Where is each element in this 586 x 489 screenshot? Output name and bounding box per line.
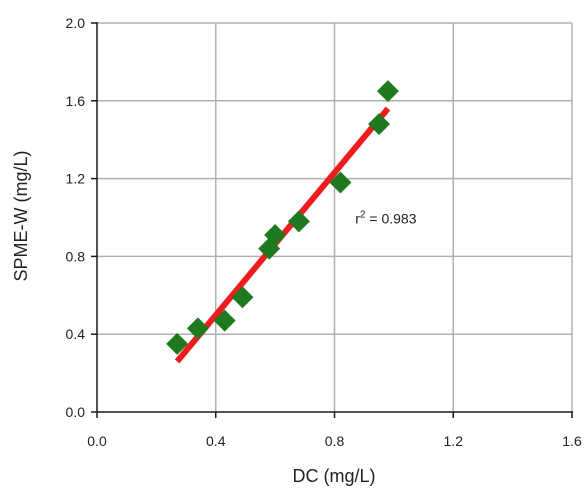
data-point-1 (166, 332, 189, 355)
data-point-7 (287, 210, 310, 233)
x-tick-label-0.0: 0.0 (87, 433, 107, 449)
data-points (166, 80, 399, 355)
r-squared-value: = 0.983 (365, 210, 416, 226)
r-squared-annotation: r2 = 0.983 (355, 209, 416, 226)
data-point-6 (264, 224, 287, 247)
y-tick-label-0.4: 0.4 (66, 326, 86, 342)
y-tick-label-2.0: 2.0 (66, 15, 86, 31)
y-axis-ticks: 0.0 0.4 0.8 1.2 1.6 2.0 (66, 15, 97, 420)
r-symbol: r (355, 210, 360, 226)
data-point-8 (329, 171, 352, 194)
x-tick-label-1.2: 1.2 (444, 433, 464, 449)
r-squared-superscript: 2 (360, 209, 366, 220)
data-point-9 (368, 113, 391, 136)
data-point-4 (231, 286, 254, 309)
y-tick-label-0.0: 0.0 (66, 404, 86, 420)
y-tick-label-1.2: 1.2 (66, 171, 86, 187)
x-tick-label-1.6: 1.6 (562, 433, 582, 449)
x-axis-label: DC (mg/L) (292, 466, 375, 486)
y-axis-label: SPME-W (mg/L) (11, 150, 31, 281)
y-tick-label-0.8: 0.8 (66, 248, 86, 264)
data-point-2 (186, 317, 209, 340)
x-tick-label-0.8: 0.8 (325, 433, 345, 449)
data-point-10 (376, 80, 399, 103)
x-axis-ticks: 0.0 0.4 0.8 1.2 1.6 (87, 412, 582, 449)
x-tick-label-0.4: 0.4 (206, 433, 226, 449)
y-tick-label-1.6: 1.6 (66, 93, 86, 109)
grid (97, 22, 573, 412)
data-point-3 (213, 309, 236, 332)
